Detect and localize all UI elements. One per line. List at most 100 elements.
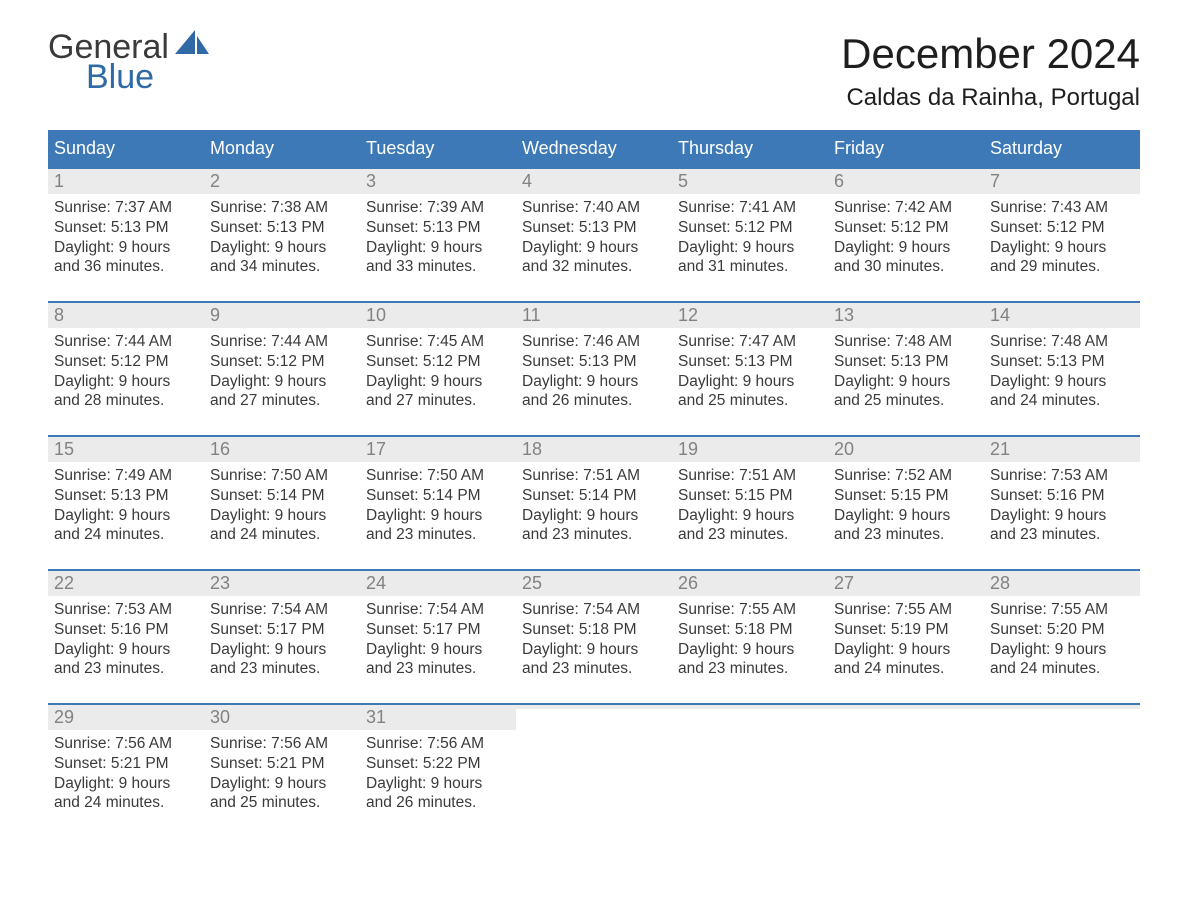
calendar-day: 1Sunrise: 7:37 AMSunset: 5:13 PMDaylight… — [48, 169, 204, 279]
daylight-line1: Daylight: 9 hours — [210, 640, 354, 660]
sunrise-text: Sunrise: 7:48 AM — [834, 332, 978, 352]
calendar-week: 22Sunrise: 7:53 AMSunset: 5:16 PMDayligh… — [48, 569, 1140, 681]
day-number: 17 — [360, 437, 516, 462]
day-body: Sunrise: 7:40 AMSunset: 5:13 PMDaylight:… — [516, 194, 672, 277]
day-body: Sunrise: 7:45 AMSunset: 5:12 PMDaylight:… — [360, 328, 516, 411]
day-number: 9 — [204, 303, 360, 328]
sunset-text: Sunset: 5:12 PM — [366, 352, 510, 372]
daylight-line1: Daylight: 9 hours — [54, 640, 198, 660]
sunset-text: Sunset: 5:15 PM — [834, 486, 978, 506]
day-number: 28 — [984, 571, 1140, 596]
day-number: 27 — [828, 571, 984, 596]
day-number: 19 — [672, 437, 828, 462]
calendar-day: 10Sunrise: 7:45 AMSunset: 5:12 PMDayligh… — [360, 303, 516, 413]
daylight-line1: Daylight: 9 hours — [366, 506, 510, 526]
daylight-line2: and 23 minutes. — [54, 659, 198, 679]
daylight-line1: Daylight: 9 hours — [834, 506, 978, 526]
calendar-day — [828, 705, 984, 815]
calendar-day: 19Sunrise: 7:51 AMSunset: 5:15 PMDayligh… — [672, 437, 828, 547]
calendar-week: 15Sunrise: 7:49 AMSunset: 5:13 PMDayligh… — [48, 435, 1140, 547]
sunrise-text: Sunrise: 7:56 AM — [54, 734, 198, 754]
day-body: Sunrise: 7:54 AMSunset: 5:17 PMDaylight:… — [204, 596, 360, 679]
sunset-text: Sunset: 5:13 PM — [678, 352, 822, 372]
day-body: Sunrise: 7:56 AMSunset: 5:21 PMDaylight:… — [48, 730, 204, 813]
calendar-day: 20Sunrise: 7:52 AMSunset: 5:15 PMDayligh… — [828, 437, 984, 547]
sunset-text: Sunset: 5:13 PM — [54, 218, 198, 238]
daylight-line1: Daylight: 9 hours — [678, 506, 822, 526]
day-body: Sunrise: 7:55 AMSunset: 5:19 PMDaylight:… — [828, 596, 984, 679]
daylight-line1: Daylight: 9 hours — [834, 640, 978, 660]
logo: General Blue — [48, 30, 209, 95]
calendar-day: 30Sunrise: 7:56 AMSunset: 5:21 PMDayligh… — [204, 705, 360, 815]
daylight-line2: and 36 minutes. — [54, 257, 198, 277]
daylight-line2: and 25 minutes. — [678, 391, 822, 411]
day-number: 29 — [48, 705, 204, 730]
sunset-text: Sunset: 5:13 PM — [210, 218, 354, 238]
calendar-day: 6Sunrise: 7:42 AMSunset: 5:12 PMDaylight… — [828, 169, 984, 279]
daylight-line2: and 34 minutes. — [210, 257, 354, 277]
sunset-text: Sunset: 5:17 PM — [210, 620, 354, 640]
calendar-day: 8Sunrise: 7:44 AMSunset: 5:12 PMDaylight… — [48, 303, 204, 413]
sunrise-text: Sunrise: 7:50 AM — [366, 466, 510, 486]
calendar-day: 27Sunrise: 7:55 AMSunset: 5:19 PMDayligh… — [828, 571, 984, 681]
sunset-text: Sunset: 5:21 PM — [54, 754, 198, 774]
sunrise-text: Sunrise: 7:47 AM — [678, 332, 822, 352]
daylight-line2: and 24 minutes. — [990, 659, 1134, 679]
sunrise-text: Sunrise: 7:51 AM — [522, 466, 666, 486]
day-number: 18 — [516, 437, 672, 462]
daylight-line1: Daylight: 9 hours — [990, 372, 1134, 392]
daylight-line2: and 23 minutes. — [990, 525, 1134, 545]
daylight-line1: Daylight: 9 hours — [990, 506, 1134, 526]
sunrise-text: Sunrise: 7:38 AM — [210, 198, 354, 218]
day-body: Sunrise: 7:38 AMSunset: 5:13 PMDaylight:… — [204, 194, 360, 277]
day-body: Sunrise: 7:55 AMSunset: 5:20 PMDaylight:… — [984, 596, 1140, 679]
daylight-line2: and 23 minutes. — [522, 525, 666, 545]
calendar-day: 11Sunrise: 7:46 AMSunset: 5:13 PMDayligh… — [516, 303, 672, 413]
sunset-text: Sunset: 5:12 PM — [990, 218, 1134, 238]
sunset-text: Sunset: 5:14 PM — [210, 486, 354, 506]
day-body: Sunrise: 7:55 AMSunset: 5:18 PMDaylight:… — [672, 596, 828, 679]
daylight-line2: and 23 minutes. — [834, 525, 978, 545]
day-number: 6 — [828, 169, 984, 194]
dow-sunday: Sunday — [48, 130, 204, 167]
calendar-day: 23Sunrise: 7:54 AMSunset: 5:17 PMDayligh… — [204, 571, 360, 681]
calendar-day: 24Sunrise: 7:54 AMSunset: 5:17 PMDayligh… — [360, 571, 516, 681]
sunset-text: Sunset: 5:13 PM — [522, 218, 666, 238]
daylight-line2: and 25 minutes. — [210, 793, 354, 813]
day-number: 22 — [48, 571, 204, 596]
day-body: Sunrise: 7:51 AMSunset: 5:14 PMDaylight:… — [516, 462, 672, 545]
sunrise-text: Sunrise: 7:55 AM — [834, 600, 978, 620]
daylight-line1: Daylight: 9 hours — [990, 640, 1134, 660]
calendar: Sunday Monday Tuesday Wednesday Thursday… — [48, 130, 1140, 815]
sunrise-text: Sunrise: 7:46 AM — [522, 332, 666, 352]
day-number: 26 — [672, 571, 828, 596]
sunset-text: Sunset: 5:22 PM — [366, 754, 510, 774]
daylight-line2: and 23 minutes. — [522, 659, 666, 679]
day-number: 20 — [828, 437, 984, 462]
page-header: General Blue December 2024 Caldas da Rai… — [48, 30, 1140, 112]
day-body: Sunrise: 7:53 AMSunset: 5:16 PMDaylight:… — [48, 596, 204, 679]
calendar-day: 9Sunrise: 7:44 AMSunset: 5:12 PMDaylight… — [204, 303, 360, 413]
daylight-line1: Daylight: 9 hours — [210, 506, 354, 526]
day-body: Sunrise: 7:37 AMSunset: 5:13 PMDaylight:… — [48, 194, 204, 277]
day-number: 3 — [360, 169, 516, 194]
day-body: Sunrise: 7:56 AMSunset: 5:21 PMDaylight:… — [204, 730, 360, 813]
title-block: December 2024 Caldas da Rainha, Portugal — [841, 30, 1140, 112]
day-number: 24 — [360, 571, 516, 596]
calendar-day — [984, 705, 1140, 815]
calendar-day: 15Sunrise: 7:49 AMSunset: 5:13 PMDayligh… — [48, 437, 204, 547]
sunrise-text: Sunrise: 7:48 AM — [990, 332, 1134, 352]
day-body: Sunrise: 7:51 AMSunset: 5:15 PMDaylight:… — [672, 462, 828, 545]
sunrise-text: Sunrise: 7:40 AM — [522, 198, 666, 218]
dow-monday: Monday — [204, 130, 360, 167]
day-number: 11 — [516, 303, 672, 328]
calendar-day: 12Sunrise: 7:47 AMSunset: 5:13 PMDayligh… — [672, 303, 828, 413]
day-number: 25 — [516, 571, 672, 596]
daylight-line1: Daylight: 9 hours — [366, 372, 510, 392]
daylight-line1: Daylight: 9 hours — [522, 372, 666, 392]
sunset-text: Sunset: 5:12 PM — [54, 352, 198, 372]
sunrise-text: Sunrise: 7:43 AM — [990, 198, 1134, 218]
day-body: Sunrise: 7:41 AMSunset: 5:12 PMDaylight:… — [672, 194, 828, 277]
sunset-text: Sunset: 5:14 PM — [366, 486, 510, 506]
sunrise-text: Sunrise: 7:44 AM — [210, 332, 354, 352]
